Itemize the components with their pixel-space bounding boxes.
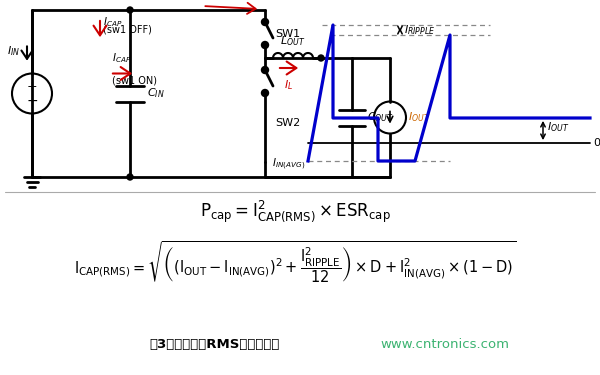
Circle shape [262, 90, 269, 96]
Circle shape [262, 66, 269, 74]
Text: $I_{IN(AVG)}$: $I_{IN(AVG)}$ [272, 156, 305, 172]
Text: SW2: SW2 [275, 117, 300, 128]
Text: $I_{OUT}$: $I_{OUT}$ [408, 111, 430, 125]
Text: SW1: SW1 [275, 29, 300, 39]
Text: $I_{CAP}$: $I_{CAP}$ [103, 15, 122, 29]
Text: −: − [26, 93, 38, 108]
Text: (sw1 ON): (sw1 ON) [112, 75, 157, 86]
Text: www.cntronics.com: www.cntronics.com [380, 339, 509, 351]
Text: 0A: 0A [593, 138, 600, 148]
Text: $\mathrm{I_{CAP(RMS)}=\sqrt{\left(\left(I_{OUT}-I_{IN(AVG)}\right)^2+\dfrac{I^2_: $\mathrm{I_{CAP(RMS)}=\sqrt{\left(\left(… [74, 239, 516, 285]
Text: $\mathrm{P_{cap}=I^2_{CAP(RMS)}\times ESR_{cap}}$: $\mathrm{P_{cap}=I^2_{CAP(RMS)}\times ES… [200, 198, 391, 224]
Text: (sw1 OFF): (sw1 OFF) [103, 25, 152, 35]
Text: $I_{SW} = I_{CAP} + I_{IN}$: $I_{SW} = I_{CAP} + I_{IN}$ [155, 0, 230, 2]
Text: $I_{IN}$: $I_{IN}$ [7, 45, 20, 58]
Circle shape [262, 42, 269, 48]
Text: $L_{OUT}$: $L_{OUT}$ [280, 34, 305, 48]
Circle shape [262, 18, 269, 26]
Text: $C_{OUT}$: $C_{OUT}$ [367, 111, 394, 125]
Text: $I_L$: $I_L$ [284, 78, 293, 92]
Circle shape [127, 174, 133, 180]
Text: $I_{CAP}$: $I_{CAP}$ [112, 52, 131, 66]
Circle shape [318, 55, 324, 61]
Text: $I_{RIPPLE}$: $I_{RIPPLE}$ [404, 23, 436, 37]
Text: +: + [26, 80, 37, 93]
Text: $C_{IN}$: $C_{IN}$ [147, 87, 164, 100]
Text: $I_{OUT}$: $I_{OUT}$ [547, 121, 569, 134]
Circle shape [127, 7, 133, 13]
Text: 图3：输入电容RMS电流的计算: 图3：输入电容RMS电流的计算 [150, 339, 280, 351]
